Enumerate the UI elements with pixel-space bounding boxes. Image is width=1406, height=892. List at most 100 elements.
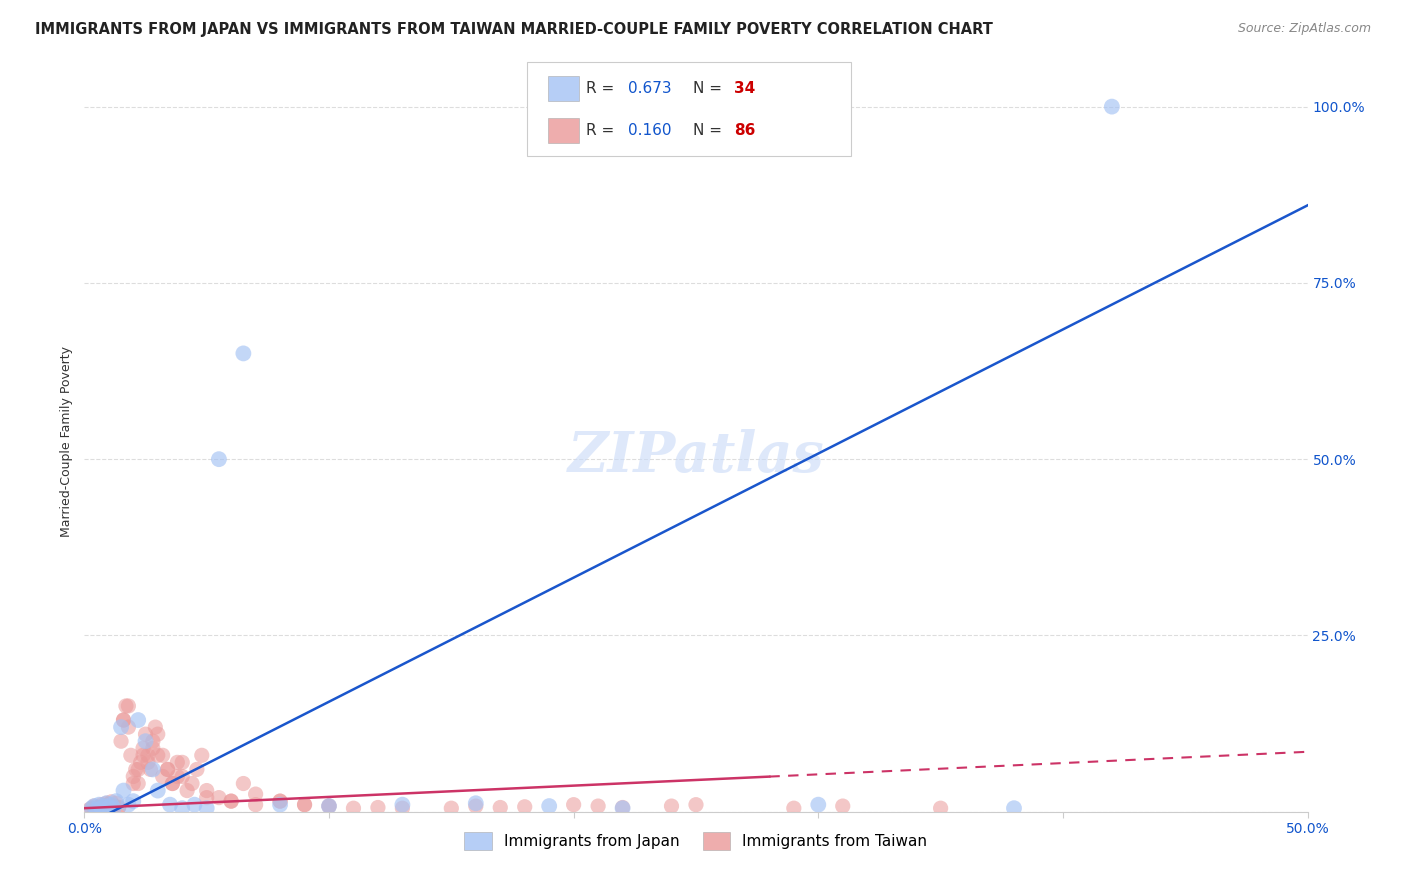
Point (93, 799, 115, 814)
Point (103, 799, 125, 814)
Point (112, 783, 135, 797)
Text: N =: N = (693, 123, 727, 138)
Point (152, 769, 174, 783)
Point (110, 734, 132, 748)
Point (208, 790, 231, 805)
Point (142, 741, 165, 756)
Point (176, 783, 198, 797)
Point (318, 799, 340, 814)
Text: IMMIGRANTS FROM JAPAN VS IMMIGRANTS FROM TAIWAN MARRIED-COUPLE FAMILY POVERTY CO: IMMIGRANTS FROM JAPAN VS IMMIGRANTS FROM… (35, 22, 993, 37)
Point (1101, 100, 1123, 114)
Point (208, 452, 231, 467)
Point (232, 346, 254, 360)
Point (80, 801, 103, 815)
Point (90, 797, 112, 812)
Point (100, 797, 122, 812)
Point (166, 756, 188, 770)
Point (127, 763, 149, 777)
Point (464, 799, 486, 814)
Point (117, 797, 139, 812)
Point (96, 797, 118, 811)
Point (294, 797, 316, 812)
Point (489, 800, 512, 814)
Point (172, 769, 194, 783)
Point (87, 797, 110, 812)
Point (136, 756, 159, 770)
Point (129, 756, 152, 770)
Point (86, 802, 108, 816)
Point (122, 794, 145, 808)
Point (112, 713, 135, 727)
Text: 86: 86 (734, 123, 755, 138)
Point (112, 713, 135, 727)
Point (807, 797, 830, 812)
Point (90, 801, 112, 815)
Point (115, 698, 138, 713)
Text: ZIPatlas: ZIPatlas (568, 429, 824, 483)
Y-axis label: Married-Couple Family Poverty: Married-Couple Family Poverty (60, 346, 73, 537)
Point (127, 776, 149, 790)
Point (142, 763, 165, 777)
Point (391, 801, 413, 815)
Point (100, 795, 122, 809)
Point (159, 797, 181, 812)
Point (318, 799, 340, 814)
Point (245, 797, 267, 812)
Point (183, 797, 205, 812)
Point (186, 763, 208, 777)
Text: 34: 34 (734, 80, 755, 95)
Point (117, 720, 139, 734)
Point (96, 797, 118, 811)
Point (181, 776, 204, 790)
Point (538, 799, 561, 814)
Point (195, 783, 218, 797)
Point (513, 799, 536, 814)
Point (146, 727, 169, 741)
Legend: Immigrants from Japan, Immigrants from Taiwan: Immigrants from Japan, Immigrants from T… (458, 826, 934, 856)
Point (269, 797, 291, 812)
Text: R =: R = (586, 123, 620, 138)
Point (117, 698, 139, 713)
Point (172, 801, 194, 815)
Point (86, 803, 108, 817)
Point (685, 797, 707, 812)
Point (783, 801, 806, 815)
Point (269, 794, 291, 808)
Point (152, 748, 174, 763)
Point (162, 776, 184, 790)
Point (191, 748, 214, 763)
Point (342, 801, 364, 815)
Point (142, 734, 165, 748)
Point (135, 734, 157, 748)
Point (97, 800, 120, 814)
Point (156, 763, 179, 777)
Point (146, 748, 169, 763)
Point (135, 727, 157, 741)
Text: R =: R = (586, 80, 620, 95)
Point (139, 763, 162, 777)
Point (661, 799, 683, 814)
Point (136, 748, 159, 763)
Point (464, 797, 486, 811)
Point (132, 741, 155, 756)
Point (103, 799, 125, 814)
Point (77, 803, 100, 817)
Point (166, 769, 188, 783)
Text: 0.160: 0.160 (628, 123, 672, 138)
Point (232, 776, 254, 790)
Point (127, 713, 149, 727)
Point (269, 794, 291, 808)
Point (93, 799, 115, 814)
Point (93, 799, 115, 814)
Point (110, 720, 132, 734)
Point (83, 799, 105, 814)
Point (105, 794, 128, 808)
Point (929, 801, 952, 815)
Point (1002, 801, 1025, 815)
Point (97, 797, 120, 812)
Point (146, 783, 169, 797)
Point (105, 797, 128, 811)
Point (83, 802, 105, 816)
Point (219, 794, 242, 808)
Point (143, 720, 166, 734)
